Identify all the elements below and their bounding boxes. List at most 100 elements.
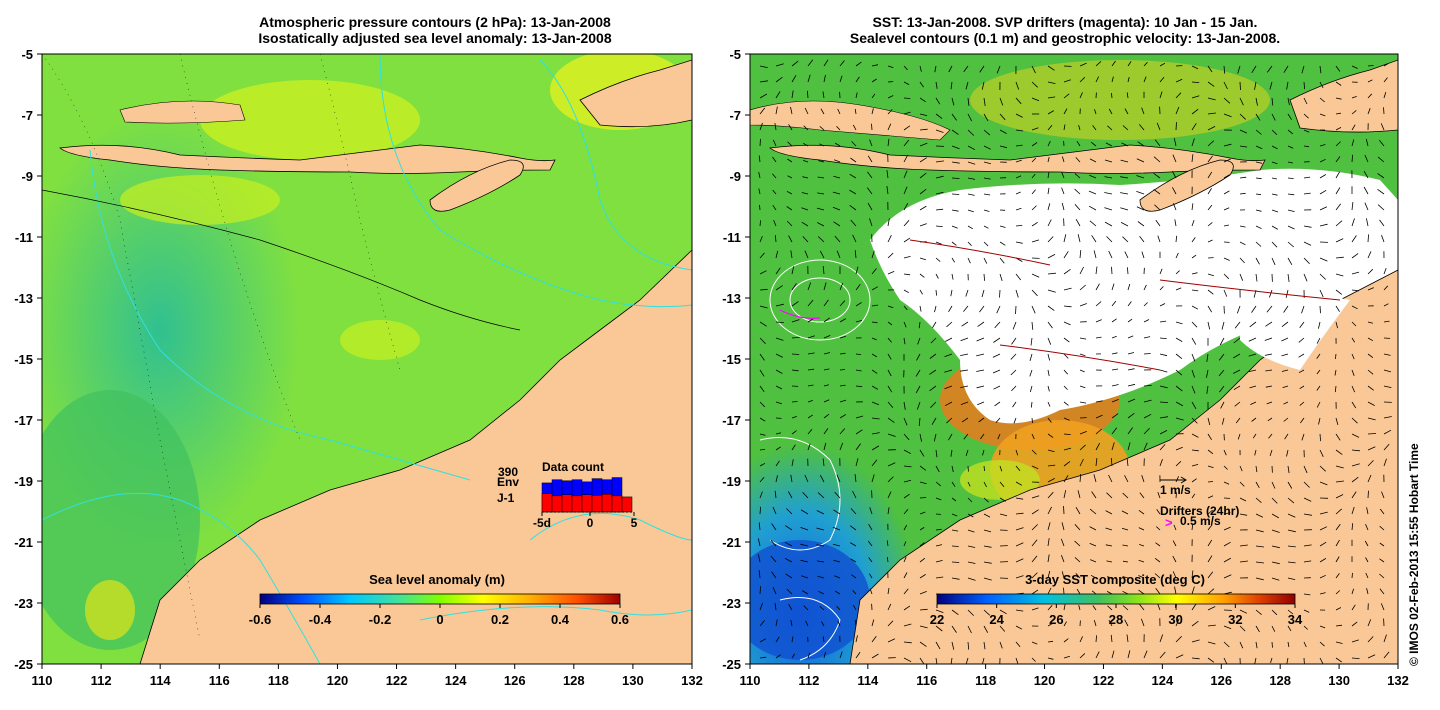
velocity-vector [1108,474,1113,483]
velocity-vector [1351,417,1358,424]
velocity-vector [1107,605,1113,611]
right-x-tick-label: 118 [975,673,996,688]
left-y-tick-label: -21 [14,535,33,550]
velocity-vector [1287,97,1290,106]
velocity-vector [775,106,778,115]
left-x-tick-label: 120 [327,673,349,688]
velocity-vector [1335,624,1343,627]
velocity-vector [1351,321,1357,327]
velocity-vector [983,545,992,548]
velocity-vector [1191,586,1195,595]
velocity-vector [1255,641,1258,649]
velocity-vector [871,401,879,406]
velocity-vector [1159,303,1166,307]
velocity-vector [1299,401,1305,406]
velocity-vector [1287,641,1290,648]
velocity-vector [1223,174,1231,179]
velocity-vector [1255,481,1260,488]
right-x-tick-label: 116 [916,673,937,688]
velocity-vector [791,90,794,99]
velocity-vector [1255,529,1264,533]
velocity-vector [771,571,777,579]
velocity-vector [1175,270,1180,275]
velocity-vector [1191,417,1198,424]
velocity-vector [1383,267,1387,275]
velocity-vector [1223,481,1230,485]
velocity-vector [849,189,857,195]
velocity-vector [1207,97,1216,101]
drifter-legend-title: Drifters (24hr) [1160,504,1239,518]
velocity-vector [1060,538,1065,547]
velocity-vector [1287,529,1296,533]
right-y-tick-label: -5 [729,47,741,62]
right-title-line2: Sealevel contours (0.1 m) and geostrophi… [849,30,1281,46]
velocity-vector [967,577,976,581]
velocity-vector [1031,189,1036,195]
velocity-vector [1255,145,1263,150]
velocity-vector [1223,207,1230,211]
left-map-axes: 110 112 114 116 118 120 122 124 126 128 130 132-5-7… [14,47,703,688]
velocity-vector [839,318,847,323]
velocity-vector [759,476,765,483]
velocity-vector [791,430,797,435]
right-x-tick-label: 128 [1269,673,1291,688]
velocity-vector [839,335,847,339]
drifter-legend-speed: 0.5 m/s [1180,514,1221,528]
right-map-axes: 110 112 114 116 118 120 122 124 126 128 130 132-5-7… [722,47,1409,688]
velocity-vector [807,74,811,83]
velocity-vector [1106,591,1113,595]
velocity-vector [1363,171,1369,179]
velocity-vector [823,413,830,419]
velocity-vector [903,541,907,547]
velocity-vector [963,433,969,440]
velocity-vector [945,337,953,342]
velocity-vector [791,283,797,291]
velocity-vector [1249,321,1257,328]
velocity-vector [839,60,845,67]
velocity-vector [935,609,944,613]
velocity-vector [903,65,908,71]
right-x-tick-label: 112 [798,673,819,688]
velocity-vector [1015,273,1022,281]
velocity-vector [887,401,894,409]
velocity-vector [1156,122,1161,131]
new-guinea-land-right [1289,59,1398,133]
velocity-vector [967,177,976,180]
velocity-vector [1047,417,1052,423]
velocity-vector [992,353,1001,358]
velocity-vector [1095,458,1098,467]
velocity-vector [1175,417,1184,421]
velocity-vector [1031,273,1040,278]
velocity-vector [1063,401,1069,406]
velocity-vector [1111,384,1119,387]
velocity-vector [1383,429,1392,435]
australia-landmass [139,249,692,664]
velocity-vector [759,602,763,611]
sst-cb-tick-label: 24 [989,612,1004,627]
velocity-vector [983,561,992,564]
velocity-vector [1282,385,1289,388]
velocity-vector [1303,465,1308,474]
velocity-vector [1063,604,1066,611]
velocity-vector [967,257,971,264]
velocity-vector [1063,461,1071,467]
velocity-vector [1264,337,1273,341]
velocity-vector [1223,449,1227,456]
velocity-vector [758,188,761,195]
velocity-vector [1300,417,1305,424]
velocity-vector [965,449,969,457]
velocity-vector [1089,526,1097,531]
velocity-vector [757,538,761,547]
velocity-vector [903,479,912,483]
velocity-vector [1335,141,1341,147]
velocity-vector [1234,401,1241,407]
velocity-vector [1191,337,1197,345]
velocity-vector [1175,78,1183,83]
velocity-vector [1159,320,1167,323]
velocity-vector [967,209,974,213]
velocity-vector [1061,187,1065,195]
velocity-vector [836,474,841,483]
velocity-vector [993,385,1001,390]
inset-j1-bar [621,496,633,513]
velocity-vector [1335,590,1341,595]
